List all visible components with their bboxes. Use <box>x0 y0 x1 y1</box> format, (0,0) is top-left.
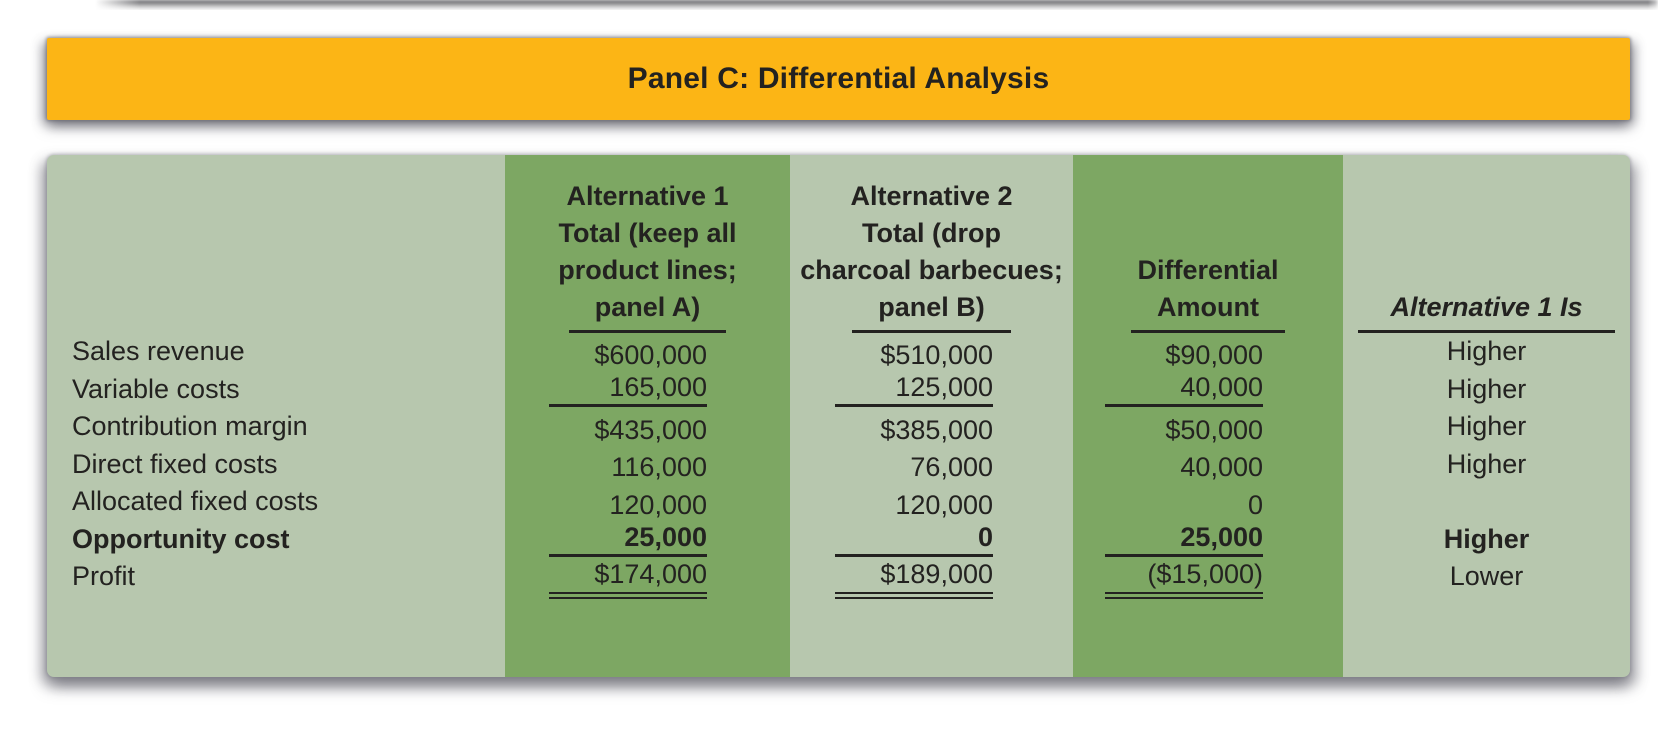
cell-alt2: $510,000 <box>790 333 1073 371</box>
cell-alt1is: Lower <box>1449 561 1524 591</box>
cell-alt1: 25,000 <box>505 521 790 559</box>
cell-value: $90,000 <box>1165 339 1263 370</box>
cell-diff: ($15,000) <box>1073 558 1343 599</box>
header-alt1-line4: panel A) <box>568 289 727 333</box>
cell-value: 40,000 <box>1105 371 1263 407</box>
header-alt2-line2: Total (drop <box>862 218 1001 248</box>
cell-diff: 40,000 <box>1073 371 1343 409</box>
cell-value: 25,000 <box>549 521 707 557</box>
header-alt2-line4: panel B) <box>852 289 1011 333</box>
alternative-1-column-band <box>505 155 790 677</box>
cell-alt1: 116,000 <box>505 446 790 484</box>
cell-value: ($15,000) <box>1105 558 1263 599</box>
cell-alt1: $435,000 <box>505 408 790 446</box>
cell-alt2: $385,000 <box>790 408 1073 446</box>
header-alt1is: Alternative 1 Is <box>1358 289 1615 333</box>
table-grid: Alternative 1 Total (keep all product li… <box>47 155 1630 599</box>
cell-alt2: 120,000 <box>790 483 1073 521</box>
cell-value: 76,000 <box>910 452 993 482</box>
cell-value: 120,000 <box>895 489 993 520</box>
cropped-element-shadow <box>95 0 1658 10</box>
cell-value: 125,000 <box>835 371 993 407</box>
cell-value: $50,000 <box>1165 414 1263 445</box>
row-label: Sales revenue <box>72 336 245 366</box>
header-alt2-line1: Alternative 2 <box>850 181 1013 211</box>
cell-value: 0 <box>835 521 993 557</box>
header-alt2-line3: charcoal barbecues; <box>800 255 1063 285</box>
cell-value: $385,000 <box>880 414 993 445</box>
cell-alt1is <box>1343 483 1630 521</box>
row-label: Contribution margin <box>72 411 308 441</box>
cell-alt2: $189,000 <box>790 558 1073 599</box>
cell-alt1is: Higher <box>1446 448 1527 479</box>
cell-diff: $50,000 <box>1073 408 1343 446</box>
row-label: Direct fixed costs <box>72 448 278 479</box>
cell-diff: 40,000 <box>1073 446 1343 484</box>
cell-alt1is: Higher <box>1446 336 1527 366</box>
cell-value: 116,000 <box>611 452 707 482</box>
cell-diff: 0 <box>1073 483 1343 521</box>
differential-analysis-table: Alternative 1 Total (keep all product li… <box>47 155 1630 677</box>
cell-alt1is: Higher <box>1443 523 1530 554</box>
cell-alt1: 165,000 <box>505 371 790 409</box>
cell-value: 165,000 <box>549 371 707 407</box>
differential-column-band <box>1073 155 1343 677</box>
row-label: Variable costs <box>72 373 240 404</box>
cell-value: 40,000 <box>1180 452 1263 482</box>
row-label: Opportunity cost <box>72 523 290 554</box>
cell-value: $435,000 <box>594 414 707 445</box>
header-alt1-line3: product lines; <box>558 255 737 285</box>
cell-value: 25,000 <box>1105 521 1263 557</box>
cell-diff: 25,000 <box>1073 521 1343 559</box>
header-differential-amount: Differential Amount <box>1073 155 1343 333</box>
header-alt1-line2: Total (keep all <box>558 218 737 248</box>
panel-c-banner-title: Panel C: Differential Analysis <box>627 62 1050 95</box>
cell-alt1: $174,000 <box>505 558 790 599</box>
cell-value: $510,000 <box>880 339 993 370</box>
row-label: Profit <box>72 561 136 591</box>
cell-value: $600,000 <box>594 339 707 370</box>
cell-alt1: 120,000 <box>505 483 790 521</box>
header-alternative-2: Alternative 2 Total (drop charcoal barbe… <box>790 155 1073 333</box>
cell-alt1is: Higher <box>1446 411 1527 441</box>
header-diff-line1: Differential <box>1137 255 1279 285</box>
cell-value: 120,000 <box>609 489 707 520</box>
cell-alt2: 0 <box>790 521 1073 559</box>
header-alt1-line1: Alternative 1 <box>566 181 729 211</box>
header-row-labels-spacer <box>47 155 505 333</box>
cell-alt2: 76,000 <box>790 446 1073 484</box>
panel-c-banner: Panel C: Differential Analysis <box>47 38 1630 120</box>
row-label: Allocated fixed costs <box>72 486 319 516</box>
header-alternative-1: Alternative 1 Total (keep all product li… <box>505 155 790 333</box>
header-alternative-1-is: Alternative 1 Is <box>1343 155 1630 333</box>
cell-value: $174,000 <box>549 558 707 599</box>
cell-alt1: $600,000 <box>505 333 790 371</box>
cell-value: 0 <box>1247 489 1263 520</box>
cell-alt2: 125,000 <box>790 371 1073 409</box>
cell-value: $189,000 <box>835 558 993 599</box>
header-diff-line2: Amount <box>1131 289 1285 333</box>
cell-alt1is: Higher <box>1446 373 1527 404</box>
cell-diff: $90,000 <box>1073 333 1343 371</box>
